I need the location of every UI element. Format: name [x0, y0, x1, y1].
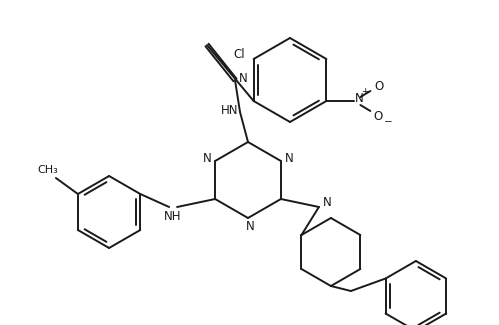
Text: N: N: [246, 219, 254, 232]
Text: N: N: [239, 72, 248, 84]
Text: N: N: [322, 197, 331, 210]
Text: N: N: [203, 152, 212, 165]
Text: CH₃: CH₃: [37, 165, 58, 175]
Text: N: N: [284, 152, 293, 165]
Text: +: +: [361, 87, 368, 97]
Text: O: O: [375, 81, 384, 94]
Text: −: −: [384, 117, 393, 127]
Text: Cl: Cl: [234, 48, 246, 61]
Text: HN: HN: [221, 103, 239, 116]
Text: O: O: [374, 110, 383, 123]
Text: NH: NH: [164, 211, 182, 224]
Text: N: N: [355, 93, 364, 106]
